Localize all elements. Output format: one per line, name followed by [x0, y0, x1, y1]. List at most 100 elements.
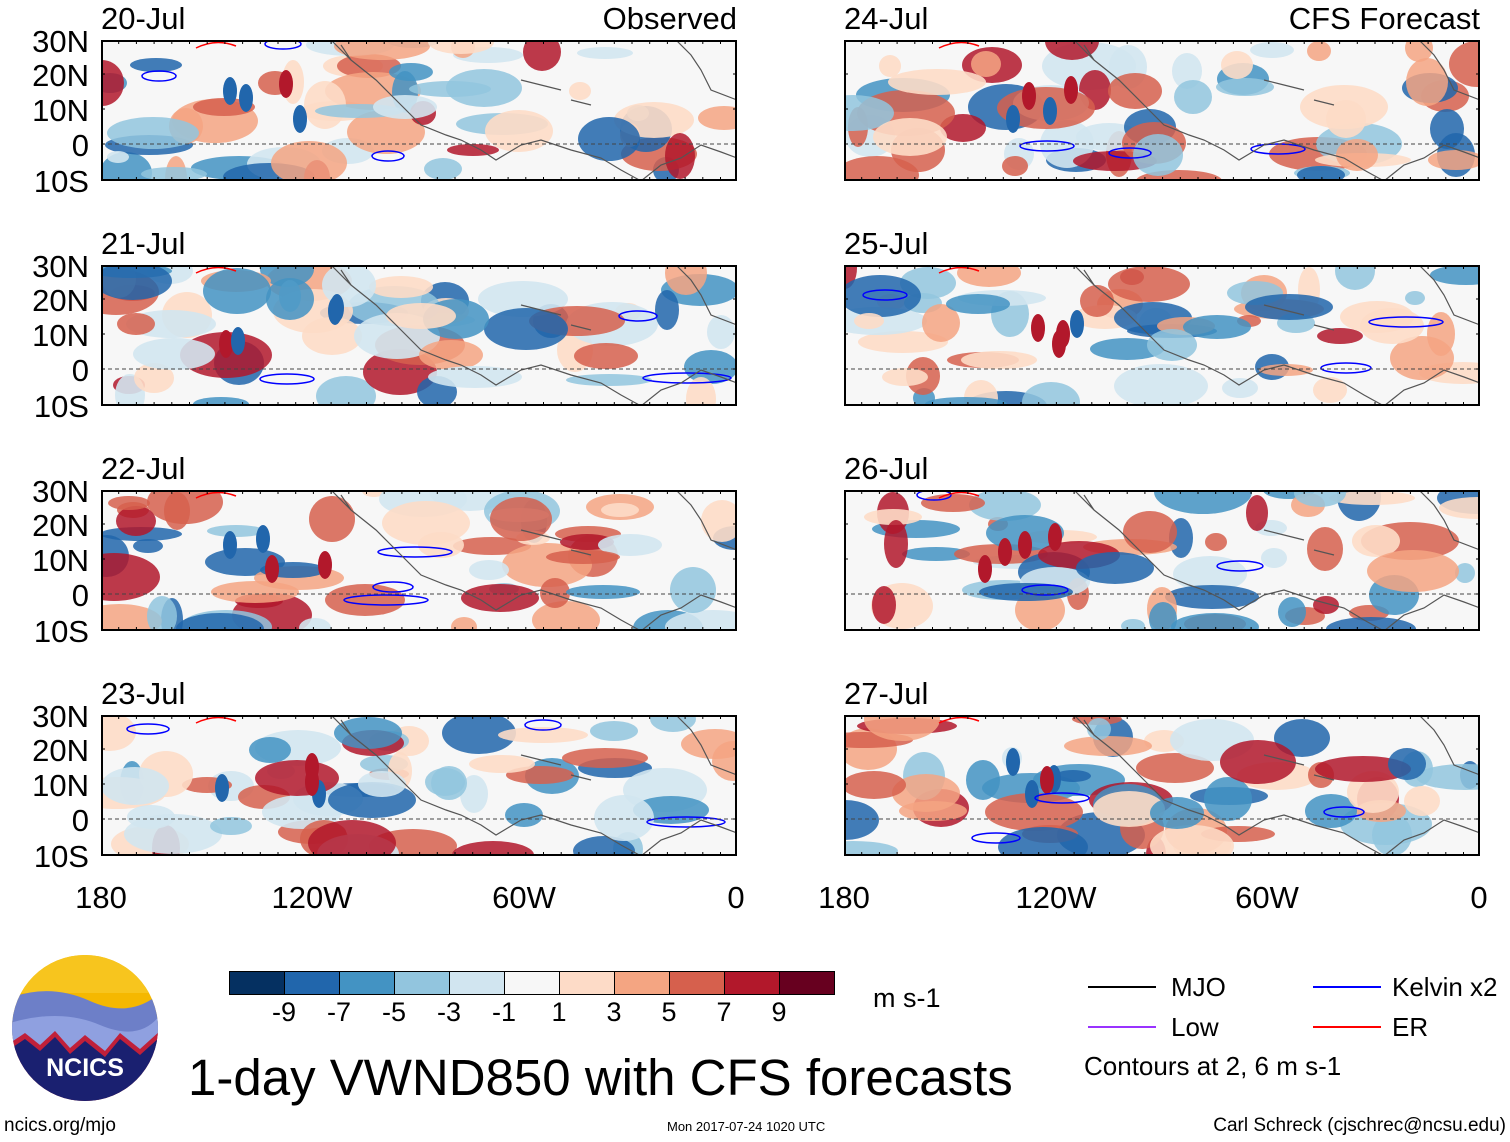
anomaly-blob [451, 617, 477, 631]
anomaly-blob [707, 315, 735, 349]
anomaly-blob [1307, 41, 1331, 61]
site-link[interactable]: ncics.org/mjo [4, 1115, 116, 1136]
colorbar-tick-label: -5 [381, 997, 407, 1027]
kelvin-contour [1019, 140, 1075, 152]
anomaly-blob [1165, 585, 1259, 609]
colorbar-swatch [340, 972, 395, 994]
colorbar-tick-label: 1 [551, 997, 567, 1027]
colorbar-tick-label: 9 [771, 997, 787, 1027]
anomaly-blob [1055, 770, 1091, 782]
lat-label: 20N [32, 508, 89, 543]
kelvin-contour [126, 723, 170, 735]
anomaly-blob [1317, 328, 1363, 344]
colorbar-tick-label: 3 [606, 997, 622, 1027]
anomaly-blob [1022, 382, 1080, 406]
anomaly-blob [844, 800, 879, 840]
anomaly-blob [101, 715, 136, 751]
coastline [1073, 40, 1480, 181]
anomaly-blob [299, 618, 331, 631]
anomaly-blob [425, 768, 465, 796]
coastline [1073, 265, 1480, 406]
anomaly-core [231, 327, 245, 355]
anomaly-blob [1150, 797, 1204, 829]
anomaly-core [256, 525, 270, 553]
anomaly-blob [424, 158, 462, 180]
anomaly-blob [844, 841, 898, 856]
lat-label: 10S [33, 164, 89, 199]
anomaly-blob [655, 290, 679, 330]
anomaly-blob [176, 613, 264, 631]
anomaly-blob [1080, 285, 1114, 317]
anomaly-blob [1150, 825, 1234, 856]
er-contour [938, 41, 980, 49]
map-panel: 23-Jul 30N 20N 10N 0 10S [32, 678, 737, 872]
anomaly-blob [523, 40, 561, 71]
anomaly-blob [1404, 786, 1440, 816]
anomaly-blob [882, 368, 928, 386]
anomaly-blob [133, 539, 163, 553]
anomaly-blob [712, 741, 737, 781]
panel-date: 26-Jul [844, 451, 929, 486]
anomaly-blob [1221, 51, 1253, 79]
anomaly-blob [1439, 497, 1480, 519]
anomaly-blob [469, 560, 509, 580]
anomaly-blob [1216, 78, 1274, 96]
anomaly-blob [578, 117, 640, 161]
anomaly-blob [1336, 139, 1378, 171]
anomaly-blob [302, 317, 362, 355]
anomaly-blob [369, 276, 433, 298]
lat-label: 10N [32, 768, 89, 803]
main-title: 1-day VWND850 with CFS forecasts [188, 1049, 1013, 1106]
anomaly-blob [322, 265, 376, 307]
anomaly-blob [1108, 266, 1190, 302]
anomaly-blob [1335, 265, 1375, 290]
anomaly-blob [1455, 563, 1475, 583]
lon-label: 120W [271, 880, 353, 915]
anomaly-blob [334, 40, 430, 60]
anomaly-blob [1428, 150, 1480, 170]
anomaly-core [1006, 748, 1020, 776]
anomaly-blob [844, 275, 921, 317]
kelvin-contour [371, 150, 405, 162]
anomaly-blob [1405, 40, 1433, 62]
anomaly-blob [1430, 109, 1464, 149]
lat-label: 0 [71, 353, 89, 388]
lat-label: 10S [33, 614, 89, 649]
anomaly-blob [879, 55, 901, 77]
kelvin-contour [141, 70, 177, 82]
colorbar-tick-label: -3 [436, 997, 462, 1027]
colorbar-tick-label: 7 [716, 997, 732, 1027]
anomaly-blob [1222, 378, 1258, 398]
panel-date: 23-Jul [101, 676, 186, 711]
anomaly-blob [566, 585, 640, 599]
anomaly-blob [574, 343, 638, 369]
colorbar-swatch [780, 972, 834, 994]
lon-label: 180 [818, 880, 870, 915]
anomaly-blob [389, 63, 433, 81]
anomaly-blob [442, 715, 516, 754]
lat-label: 0 [71, 578, 89, 613]
anomaly-blob [498, 727, 588, 743]
anomaly-blob [1147, 329, 1197, 361]
anomaly-blob [1220, 740, 1296, 784]
anomaly-blob [569, 82, 591, 100]
anomaly-blob [902, 547, 970, 561]
anomaly-core [293, 105, 307, 133]
anomaly-blob [532, 601, 600, 631]
anomaly-blob [325, 584, 405, 616]
anomaly-blob [1405, 291, 1425, 305]
lat-label: 20N [32, 733, 89, 768]
anomaly-blob [130, 58, 182, 72]
map-panel: 20-Jul Observed 30N 20N 10N 0 10S [32, 3, 737, 197]
coastline [1073, 490, 1480, 631]
lat-label: 0 [71, 128, 89, 163]
kelvin-contour [916, 490, 952, 501]
anomaly-blob [309, 496, 355, 542]
anomaly-blob [271, 141, 347, 181]
anomaly-blob [107, 151, 129, 163]
colorbar-swatch [285, 972, 340, 994]
kelvin-contour [1320, 362, 1372, 374]
anomaly-blob [1246, 495, 1268, 531]
anomaly-blob [347, 110, 425, 154]
anomaly-blob [670, 567, 716, 613]
